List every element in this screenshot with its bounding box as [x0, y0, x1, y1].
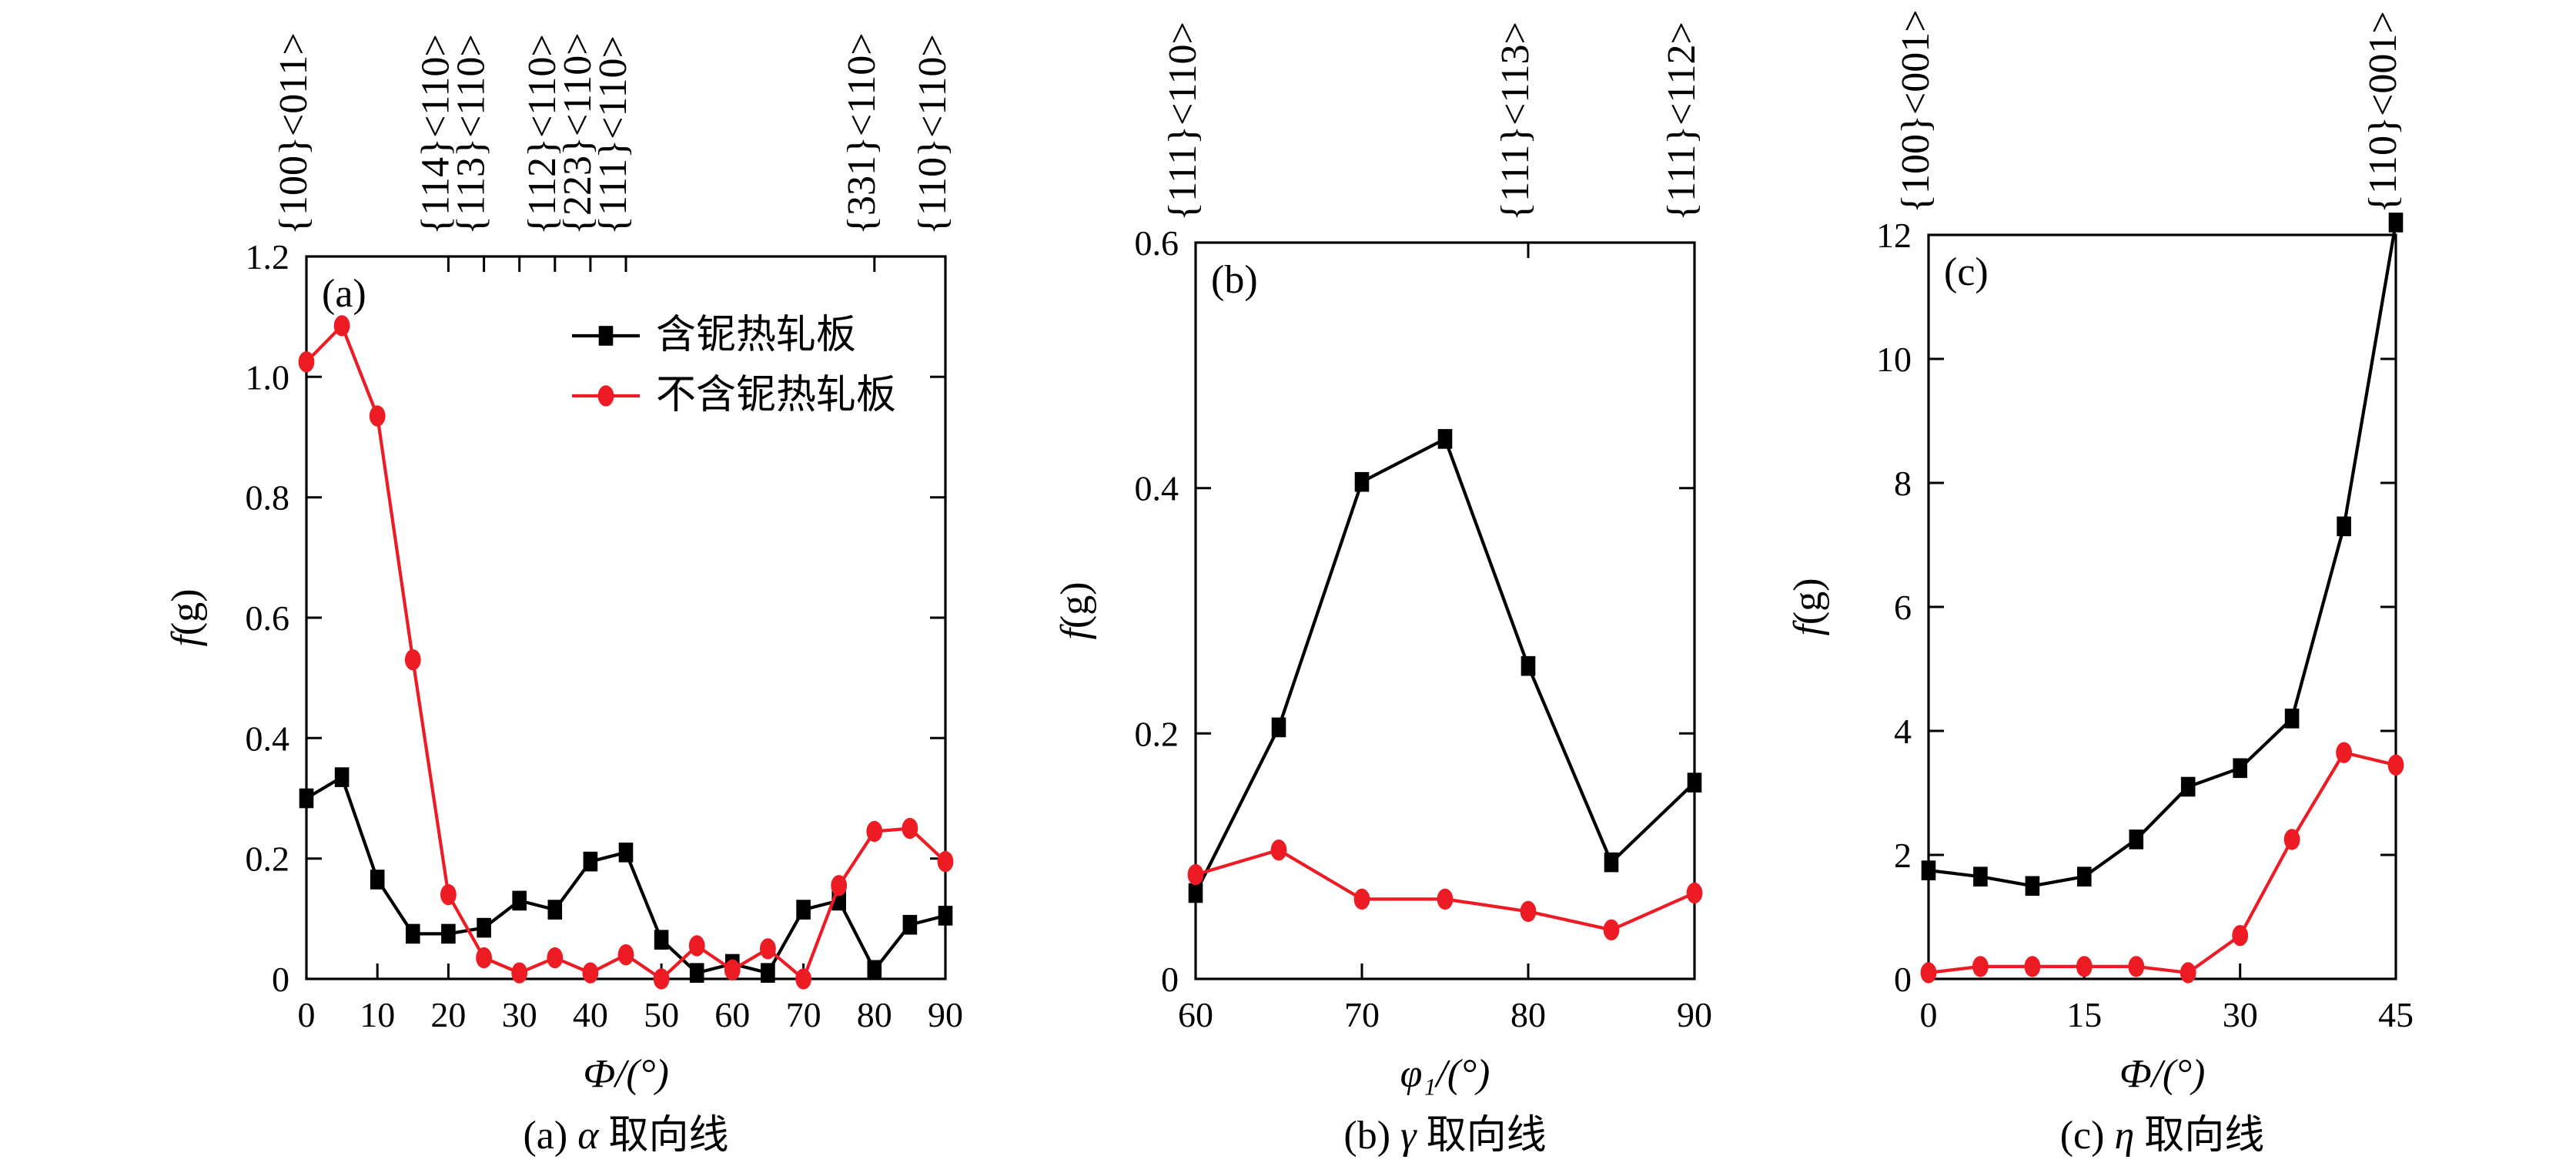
svg-text:1.2: 1.2: [246, 237, 290, 276]
svg-text:2: 2: [1894, 836, 1912, 875]
svg-text:(a) α 取向线: (a) α 取向线: [523, 1114, 728, 1158]
svg-text:{111}<113>: {111}<113>: [1494, 22, 1537, 221]
svg-text:{111}<112>: {111}<112>: [1660, 22, 1704, 221]
svg-text:1.0: 1.0: [246, 357, 290, 397]
svg-text:{331}<110>: {331}<110>: [840, 32, 884, 235]
svg-text:80: 80: [1510, 995, 1546, 1034]
svg-text:10: 10: [360, 995, 395, 1034]
svg-text:{110}<110>: {110}<110>: [911, 34, 955, 235]
svg-text:8: 8: [1894, 464, 1912, 503]
svg-text:10: 10: [1876, 340, 1912, 379]
svg-text:0: 0: [298, 995, 316, 1034]
svg-text:(b): (b): [1211, 258, 1258, 302]
svg-text:(c) η 取向线: (c) η 取向线: [2060, 1114, 2265, 1158]
svg-text:φ₁/(°): φ₁/(°): [1400, 1052, 1490, 1096]
svg-text:{110}<001>: {110}<001>: [2361, 11, 2405, 213]
svg-text:{111}<110>: {111}<110>: [591, 35, 635, 235]
svg-text:90: 90: [928, 995, 963, 1034]
svg-text:0.2: 0.2: [246, 840, 290, 879]
svg-text:{111}<110>: {111}<110>: [1161, 22, 1205, 221]
svg-text:30: 30: [502, 995, 537, 1034]
svg-text:6: 6: [1894, 588, 1912, 627]
svg-text:30: 30: [2223, 995, 2258, 1034]
svg-text:0: 0: [1920, 995, 1938, 1034]
svg-text:0: 0: [272, 960, 289, 999]
svg-text:0.6: 0.6: [1135, 223, 1179, 263]
svg-text:0: 0: [1161, 960, 1179, 999]
svg-text:80: 80: [857, 995, 892, 1034]
svg-text:12: 12: [1876, 216, 1912, 255]
svg-text:0.4: 0.4: [246, 719, 290, 758]
svg-text:60: 60: [714, 995, 750, 1034]
svg-text:{113}<110>: {113}<110>: [450, 34, 493, 235]
svg-text:70: 70: [1344, 995, 1380, 1034]
svg-text:不含铌热轧板: 不含铌热轧板: [656, 374, 896, 417]
svg-text:0.2: 0.2: [1135, 714, 1179, 753]
svg-text:含铌热轧板: 含铌热轧板: [656, 313, 856, 357]
svg-text:90: 90: [1677, 995, 1712, 1034]
svg-text:15: 15: [2066, 995, 2102, 1034]
svg-text:20: 20: [430, 995, 466, 1034]
svg-text:{100}<011>: {100}<011>: [272, 32, 316, 235]
svg-text:Ф/(°): Ф/(°): [583, 1052, 669, 1096]
svg-text:0.4: 0.4: [1135, 469, 1179, 508]
svg-text:0.8: 0.8: [246, 478, 290, 518]
svg-text:f(g): f(g): [1786, 578, 1830, 635]
svg-text:40: 40: [573, 995, 608, 1034]
svg-text:70: 70: [786, 995, 821, 1034]
svg-text:50: 50: [644, 995, 679, 1034]
svg-text:60: 60: [1178, 995, 1213, 1034]
svg-text:0: 0: [1894, 960, 1912, 999]
svg-text:(b) γ 取向线: (b) γ 取向线: [1343, 1114, 1546, 1158]
svg-text:4: 4: [1894, 712, 1912, 751]
svg-text:0.6: 0.6: [246, 598, 290, 638]
svg-text:(a): (a): [322, 272, 366, 316]
svg-text:{100}<001>: {100}<001>: [1894, 9, 1938, 213]
svg-text:(c): (c): [1944, 250, 1989, 294]
svg-text:45: 45: [2378, 995, 2414, 1034]
svg-text:Ф/(°): Ф/(°): [2119, 1052, 2206, 1096]
svg-text:f(g): f(g): [164, 588, 208, 646]
svg-text:f(g): f(g): [1053, 581, 1097, 639]
